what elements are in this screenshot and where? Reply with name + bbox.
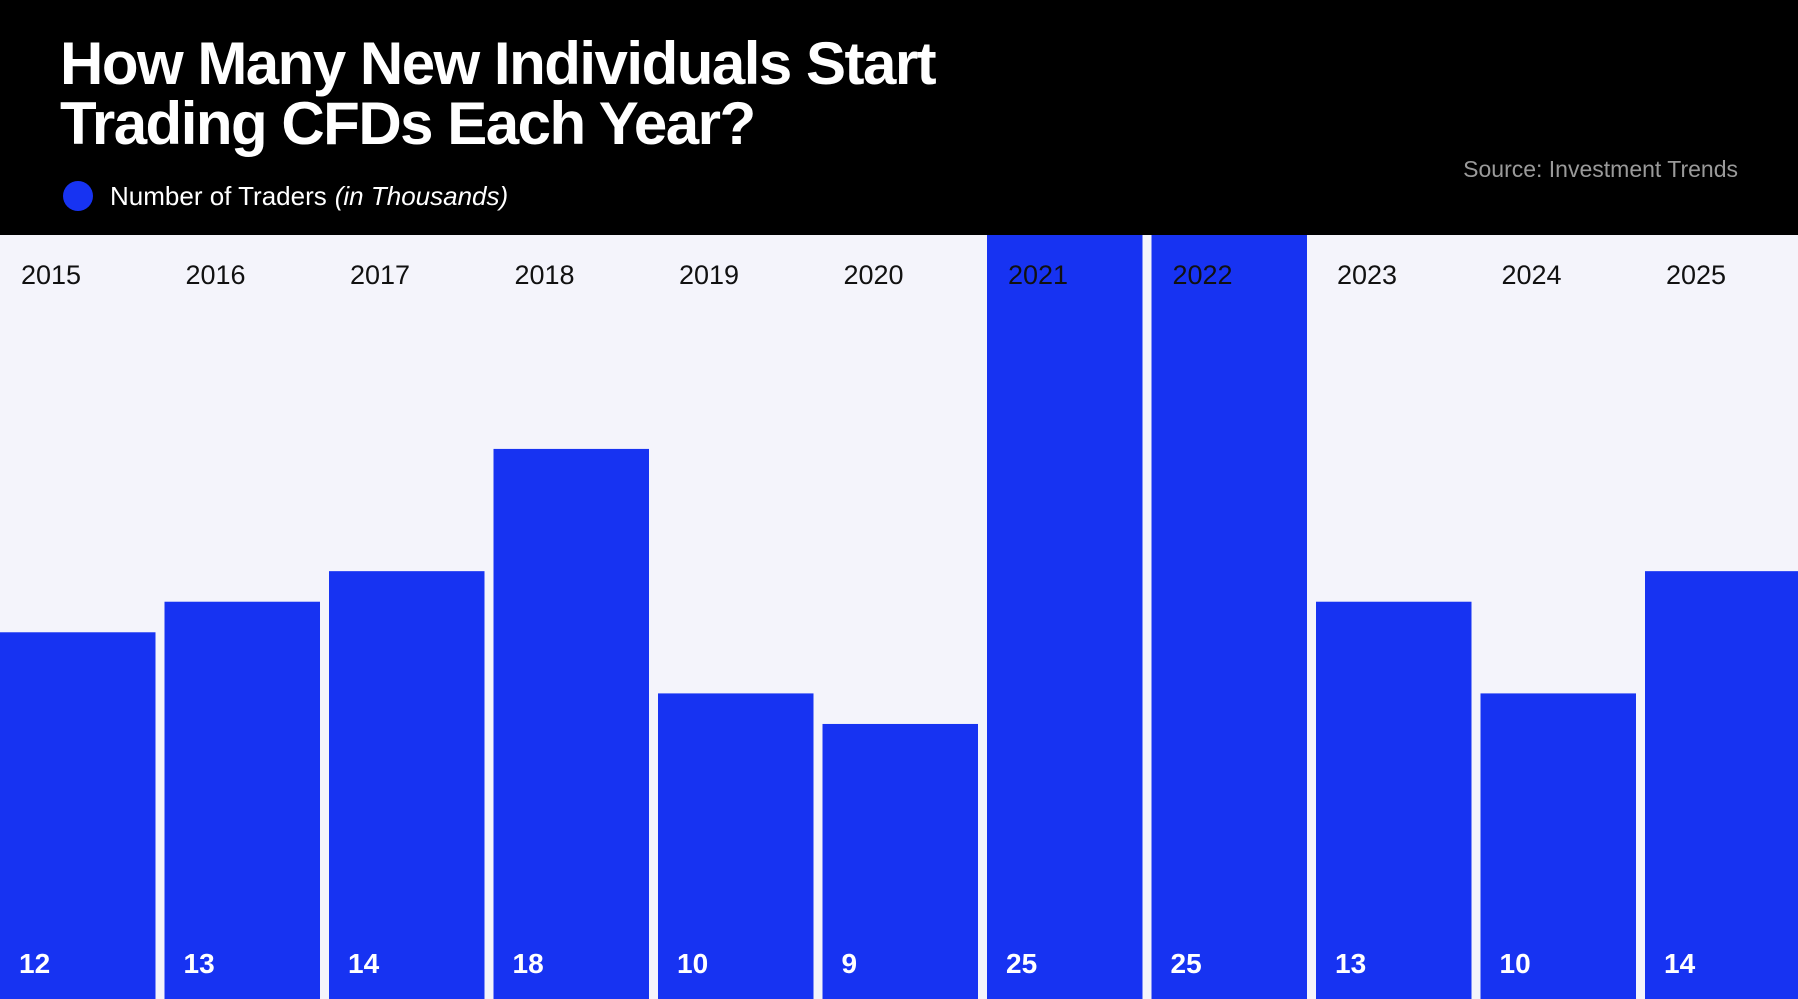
value-label-2017: 14 — [348, 948, 380, 979]
bar-chart: 2015 12 2016 13 2017 14 2018 18 2019 10 2020 9 2021 2… — [0, 235, 1798, 999]
category-label-2017: 2017 — [350, 260, 410, 290]
category-label-2025: 2025 — [1666, 260, 1726, 290]
legend-unit-note: (in Thousands) — [334, 180, 509, 211]
plot-area: 2015 12 2016 13 2017 14 2018 18 2019 10 2020 9 2021 2… — [0, 235, 1798, 999]
category-label-2024: 2024 — [1502, 260, 1562, 290]
bar-2019 — [658, 693, 814, 999]
bar-2018 — [493, 448, 649, 999]
value-label-2016: 13 — [184, 948, 215, 979]
category-label-2015: 2015 — [21, 260, 81, 290]
value-label-2025: 14 — [1664, 948, 1696, 979]
value-label-2024: 10 — [1500, 948, 1531, 979]
value-label-2023: 13 — [1335, 948, 1366, 979]
bar-2017 — [329, 571, 485, 999]
category-label-2021: 2021 — [1008, 260, 1068, 290]
legend-swatch-circle — [63, 181, 93, 211]
chart-header: How Many New Individuals Start Trading C… — [0, 0, 1798, 235]
category-label-2020: 2020 — [844, 260, 904, 290]
category-label-2018: 2018 — [515, 260, 575, 290]
bar-2020 — [822, 723, 978, 999]
bar-2024 — [1480, 693, 1636, 999]
category-label-2016: 2016 — [186, 260, 246, 290]
value-label-2022: 25 — [1171, 948, 1202, 979]
value-label-2015: 12 — [19, 948, 50, 979]
bar-2016 — [164, 601, 320, 999]
category-label-2022: 2022 — [1173, 260, 1233, 290]
legend-label: Number of Traders — [110, 180, 327, 211]
chart-title: How Many New Individuals Start Trading C… — [60, 30, 937, 157]
bar-2023 — [1316, 601, 1472, 999]
bar-2021 — [987, 235, 1143, 999]
bar-2015 — [0, 632, 156, 999]
category-label-2019: 2019 — [679, 260, 739, 290]
value-label-2019: 10 — [677, 948, 708, 979]
value-label-2018: 18 — [513, 948, 544, 979]
chart-title-line-2: Trading CFDs Each Year? — [60, 90, 756, 157]
chart-title-line-1: How Many New Individuals Start — [60, 30, 937, 97]
value-label-2021: 25 — [1006, 948, 1037, 979]
category-label-2023: 2023 — [1337, 260, 1397, 290]
source-note: Source: Investment Trends — [1463, 156, 1738, 182]
bar-2022 — [1151, 235, 1307, 999]
value-label-2020: 9 — [842, 948, 858, 979]
bar-2025 — [1645, 571, 1798, 999]
chart-legend: Number of Traders (in Thousands) — [63, 179, 508, 213]
